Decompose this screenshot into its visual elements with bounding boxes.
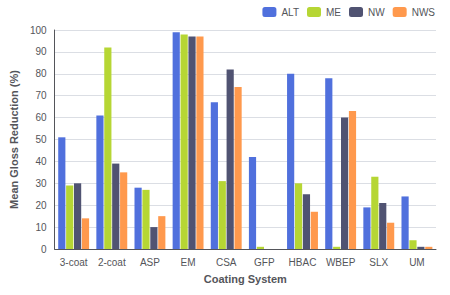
svg-text:ALT: ALT <box>281 7 299 18</box>
svg-text:2-coat: 2-coat <box>98 257 126 268</box>
svg-text:90: 90 <box>35 46 47 57</box>
svg-text:60: 60 <box>35 112 47 123</box>
svg-text:Coating System: Coating System <box>204 273 287 285</box>
svg-text:SLX: SLX <box>369 257 388 268</box>
svg-text:GFP: GFP <box>254 257 275 268</box>
svg-text:UM: UM <box>409 257 425 268</box>
svg-text:Mean Gloss Reduction (%): Mean Gloss Reduction (%) <box>8 70 20 209</box>
svg-text:20: 20 <box>35 200 47 211</box>
svg-text:NWS: NWS <box>412 7 436 18</box>
svg-text:ME: ME <box>326 7 341 18</box>
svg-text:70: 70 <box>35 90 47 101</box>
svg-text:100: 100 <box>30 25 47 36</box>
svg-text:40: 40 <box>35 156 47 167</box>
svg-text:0: 0 <box>41 244 47 255</box>
svg-text:WBEP: WBEP <box>326 257 356 268</box>
svg-text:NW: NW <box>368 7 385 18</box>
svg-text:EM: EM <box>181 257 196 268</box>
svg-text:30: 30 <box>35 178 47 189</box>
svg-text:3-coat: 3-coat <box>60 257 88 268</box>
svg-text:CSA: CSA <box>216 257 237 268</box>
svg-text:50: 50 <box>35 134 47 145</box>
svg-text:HBAC: HBAC <box>289 257 317 268</box>
svg-text:80: 80 <box>35 68 47 79</box>
svg-text:ASP: ASP <box>140 257 160 268</box>
svg-text:10: 10 <box>35 222 47 233</box>
